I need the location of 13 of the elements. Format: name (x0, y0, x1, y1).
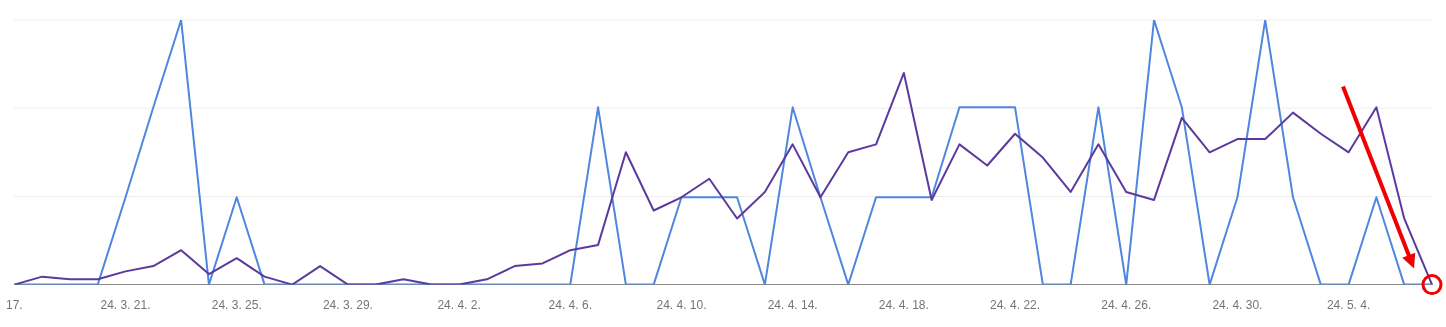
x-tick-label: 24. 4. 2. (437, 298, 481, 313)
x-tick-label: 24. 4. 30. (1212, 298, 1263, 313)
x-tick-label: 24. 3. 25. (211, 298, 262, 313)
x-tick-label: 24. 4. 22. (990, 298, 1041, 313)
x-tick-label: 24. 4. 14. (767, 298, 818, 313)
x-tick-label: 17. (6, 298, 23, 313)
x-tick-label: 24. 5. 4. (1326, 298, 1371, 313)
x-tick-label: 24. 3. 21. (100, 298, 151, 313)
x-tick-label: 24. 4. 26. (1101, 298, 1152, 313)
x-tick-label: 24. 4. 6. (548, 298, 592, 313)
x-tick-label: 24. 4. 18. (878, 298, 929, 313)
x-tick-label: 24. 4. 10. (656, 298, 707, 313)
x-tick-label: 24. 3. 29. (322, 298, 373, 313)
